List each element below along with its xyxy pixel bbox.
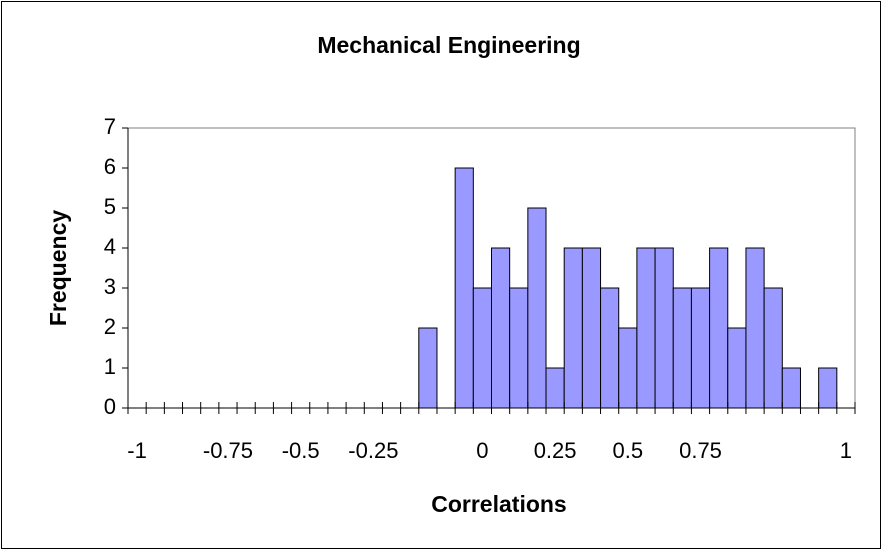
bar: [690, 287, 711, 409]
y-tick-label: 1: [104, 354, 116, 379]
y-tick-label: 6: [104, 154, 116, 179]
bar: [709, 247, 729, 409]
y-tick-label: 4: [104, 234, 116, 259]
y-tick-label: 3: [104, 274, 116, 299]
y-axis-title: Frequency: [45, 210, 71, 327]
bar: [618, 327, 638, 409]
bar: [563, 247, 583, 409]
bar: [745, 247, 765, 409]
bar: [636, 247, 656, 409]
bar: [509, 287, 529, 409]
chart-title: Mechanical Engineering: [317, 32, 580, 58]
x-tick-label: -1: [127, 438, 147, 463]
bar: [472, 287, 493, 409]
bar: [818, 367, 838, 409]
bar: [454, 167, 474, 409]
y-tick-label: 2: [104, 314, 116, 339]
bar: [418, 327, 438, 409]
x-axis-title: Correlations: [431, 491, 566, 517]
bar: [672, 287, 692, 409]
x-tick-label: -0.5: [282, 438, 320, 463]
bar: [654, 247, 674, 409]
y-tick-label: 5: [104, 194, 116, 219]
x-tick-label: 0.25: [534, 438, 577, 463]
bar: [600, 287, 620, 409]
bar: [727, 327, 747, 409]
x-tick-label: -0.75: [203, 438, 253, 463]
bar: [781, 367, 801, 409]
x-tick-label: 1: [840, 438, 852, 463]
bar: [581, 247, 602, 409]
bar: [527, 207, 547, 409]
y-tick-label: 7: [104, 114, 116, 139]
bar: [491, 247, 511, 409]
plot-layer: 0 1 2 3 4 5 6 7 -1 -0.75 -0.5 -0.25 0 0.25 0.5 0.75 1: [104, 114, 856, 463]
x-tick-label: 0.75: [679, 438, 722, 463]
y-tick-label: 0: [104, 394, 116, 419]
x-tick-label: 0.5: [613, 438, 644, 463]
x-tick-label: -0.25: [348, 438, 398, 463]
bar: [545, 367, 565, 409]
x-tick-label: 0: [476, 438, 488, 463]
bar: [763, 287, 783, 409]
